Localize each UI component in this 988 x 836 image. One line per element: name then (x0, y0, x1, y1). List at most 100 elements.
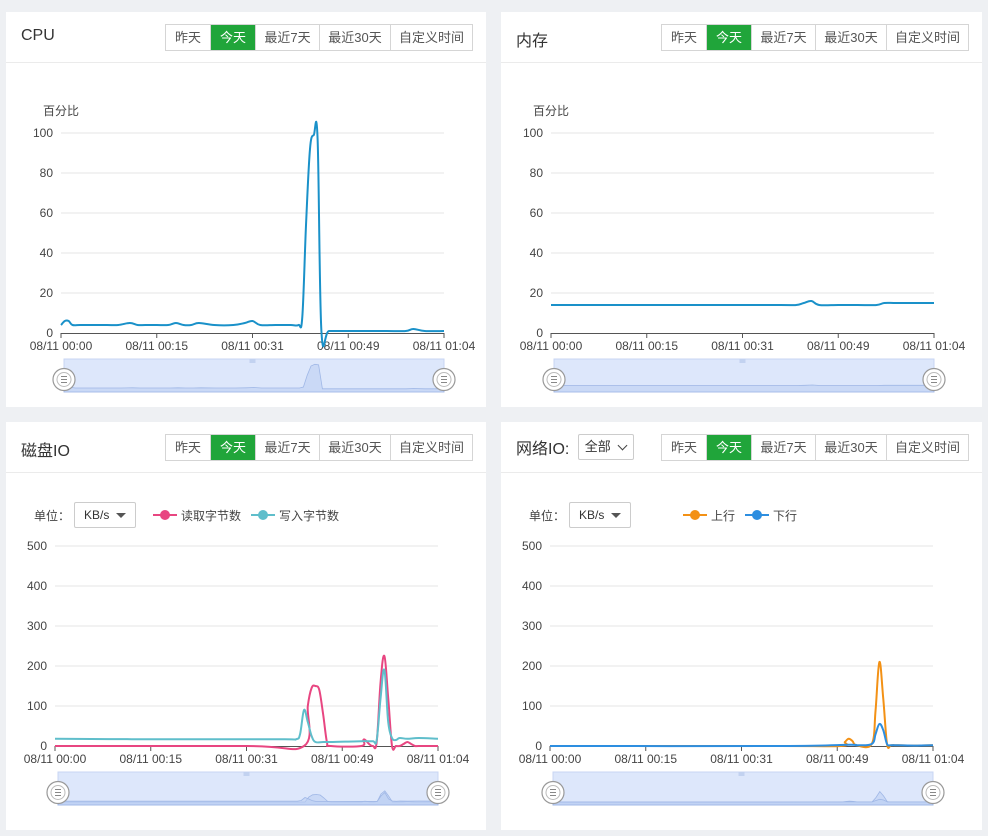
range-custom-time-button[interactable]: 自定义时间 (887, 25, 968, 50)
network-filter-value: 全部 (584, 439, 611, 454)
zoom-handle-right[interactable] (921, 780, 945, 805)
zoom-slider-track (57, 771, 439, 806)
range-last-30-days-button[interactable]: 最近30天 (816, 25, 887, 50)
legend-net-up-label: 上行 (711, 508, 736, 523)
y-tick-label: 80 (40, 166, 54, 180)
range-custom-time-button[interactable]: 自定义时间 (391, 25, 472, 50)
range-custom-time-button[interactable]: 自定义时间 (887, 435, 968, 460)
range-today-button[interactable]: 今天 (707, 435, 752, 460)
legend-disk-read[interactable]: 读取字节数 (153, 507, 241, 524)
zoom-handle-left[interactable] (541, 780, 565, 805)
disk-panel-title: 磁盘IO (21, 443, 70, 460)
range-today-button[interactable]: 今天 (707, 25, 752, 50)
disk-unit-row: 单位： KB/s 读取字节数 写入字节数 (34, 502, 339, 528)
x-tick-label: 08/11 01:04 (407, 752, 470, 766)
range-yesterday-button[interactable]: 昨天 (166, 25, 211, 50)
zoom-handle-left[interactable] (52, 367, 76, 392)
network-unit-select[interactable]: KB/s (569, 502, 632, 528)
legend-marker-icon (251, 509, 276, 521)
range-last-30-days-button[interactable]: 最近30天 (816, 435, 887, 460)
range-last-7-days-button[interactable]: 最近7天 (256, 435, 320, 460)
network-chart: 0 100 200 300 400 500 08/11 00:00 08/11 00:15 08… (519, 539, 965, 806)
zoom-handle-left[interactable] (542, 367, 566, 392)
legend-net-down[interactable]: 下行 (745, 507, 797, 524)
series-line-0 (550, 299, 934, 307)
drag-handle-icon (541, 780, 565, 805)
zoom-handle-right[interactable] (426, 780, 450, 805)
range-yesterday-button[interactable]: 昨天 (166, 435, 211, 460)
series-line-1 (549, 722, 934, 748)
x-tick-label: 08/11 00:49 (807, 339, 870, 353)
x-tick-label: 08/11 00:00 (24, 752, 87, 766)
cpu-chart: 百分比 0 20 40 60 80 100 08/11 00:00 08/11 00:15 08/… (30, 104, 476, 393)
x-tick-label: 08/11 00:00 (519, 752, 582, 766)
range-last-30-days-button[interactable]: 最近30天 (320, 435, 391, 460)
y-tick-label: 60 (40, 206, 54, 220)
y-tick-label: 0 (46, 326, 53, 340)
range-today-button[interactable]: 今天 (211, 25, 256, 50)
y-tick-label: 20 (40, 286, 54, 300)
drag-handle-ring (430, 785, 446, 800)
y-tick-label: 300 (522, 619, 542, 633)
x-tick-label: 08/11 00:15 (615, 339, 678, 353)
drag-handle-icon (426, 780, 450, 805)
y-tick-label: 0 (535, 739, 542, 753)
cpu-range-selector: 昨天 今天 最近7天 最近30天 自定义时间 (165, 24, 473, 51)
memory-panel-header: 内存 昨天 今天 最近7天 最近30天 自定义时间 (501, 12, 982, 63)
memory-panel-title: 内存 (516, 33, 549, 50)
zoom-slider-grip (739, 359, 746, 363)
x-tick-label: 08/11 01:04 (902, 752, 965, 766)
network-filter-select[interactable]: 全部 (577, 434, 634, 460)
y-tick-label: 200 (27, 659, 47, 673)
disk-unit-select[interactable]: KB/s (74, 502, 137, 528)
x-tick-label: 08/11 00:49 (311, 752, 374, 766)
range-last-7-days-button[interactable]: 最近7天 (256, 25, 320, 50)
zoom-slider-track (552, 771, 934, 806)
legend-marker-icon (683, 509, 708, 521)
range-yesterday-button[interactable]: 昨天 (662, 25, 707, 50)
legend-disk-write-label: 写入字节数 (279, 508, 340, 523)
y-tick-label: 200 (522, 659, 542, 673)
range-last-30-days-button[interactable]: 最近30天 (320, 25, 391, 50)
drag-handle-ring (436, 372, 452, 387)
y-tick-label: 40 (40, 246, 54, 260)
legend-disk-write[interactable]: 写入字节数 (251, 507, 339, 524)
x-tick-label: 08/11 00:49 (806, 752, 869, 766)
y-tick-label: 500 (27, 539, 47, 553)
y-tick-label: 0 (536, 326, 543, 340)
network-panel-title: 网络IO: 全部 (516, 434, 634, 460)
y-tick-label: 40 (530, 246, 544, 260)
range-last-7-days-button[interactable]: 最近7天 (752, 435, 816, 460)
network-unit-label: 单位： (529, 508, 566, 523)
y-tick-label: 80 (530, 166, 544, 180)
y-tick-label: 0 (40, 739, 47, 753)
range-custom-time-button[interactable]: 自定义时间 (391, 435, 472, 460)
cpu-panel-title: CPU (21, 27, 55, 44)
range-yesterday-button[interactable]: 昨天 (662, 435, 707, 460)
y-tick-label: 100 (33, 126, 53, 140)
disk-panel-header: 磁盘IO 昨天 今天 最近7天 最近30天 自定义时间 (6, 422, 486, 473)
zoom-preview-area (57, 790, 439, 806)
zoom-handle-right[interactable] (922, 367, 946, 392)
x-tick-label: 08/11 00:31 (710, 752, 773, 766)
drag-handle-icon (46, 780, 70, 805)
range-last-7-days-button[interactable]: 最近7天 (752, 25, 816, 50)
legend-net-up[interactable]: 上行 (683, 507, 735, 524)
network-unit-row: 单位： KB/s 上行 下行 (529, 502, 797, 528)
zoom-preview-area (553, 384, 935, 393)
y-axis-label: 百分比 (43, 104, 79, 118)
zoom-handle-left[interactable] (46, 780, 70, 805)
zoom-handle-right[interactable] (432, 367, 456, 392)
caret-down-icon (611, 513, 622, 518)
range-today-button[interactable]: 今天 (211, 435, 256, 460)
zoom-slider-grip (738, 772, 745, 776)
legend-disk-read-label: 读取字节数 (181, 508, 242, 523)
zoom-slider-track (63, 358, 445, 393)
memory-range-selector: 昨天 今天 最近7天 最近30天 自定义时间 (661, 24, 969, 51)
zoom-preview-area (552, 790, 934, 806)
y-tick-label: 20 (530, 286, 544, 300)
network-unit-value: KB/s (579, 508, 605, 522)
zoom-slider-grip (243, 772, 250, 776)
legend-marker-icon (745, 509, 770, 521)
series-line-0 (55, 654, 438, 751)
